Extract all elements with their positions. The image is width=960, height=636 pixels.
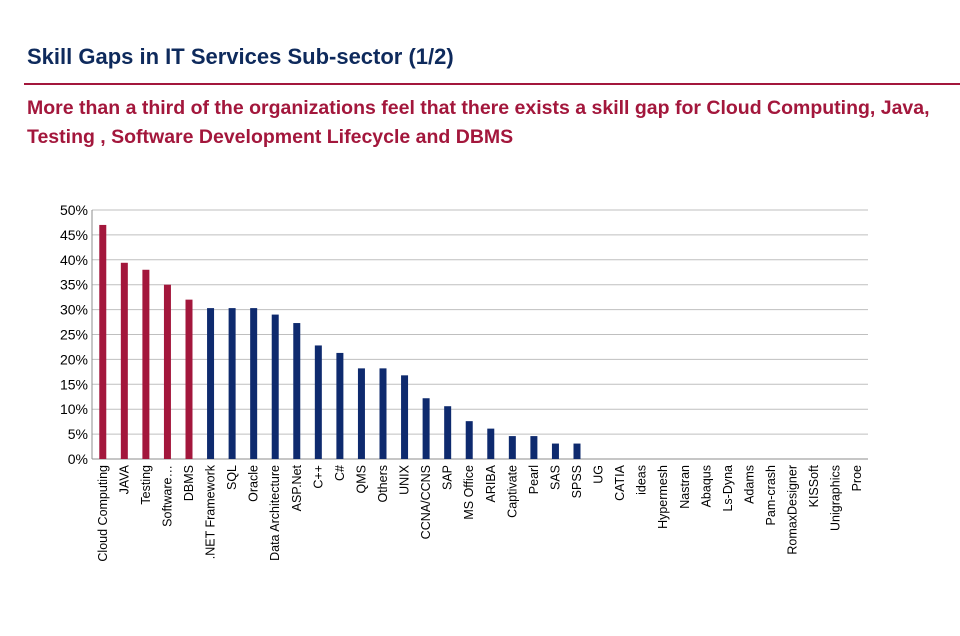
x-tick-label: DBMS (182, 465, 196, 501)
bar (444, 406, 452, 459)
x-tick-label: Software… (160, 465, 174, 527)
x-tick-label: CCNA/CCNS (419, 465, 433, 539)
x-tick-label: SPSS (570, 465, 584, 498)
x-tick-label: JAVA (117, 464, 131, 494)
bar (250, 308, 258, 459)
y-tick-label: 15% (60, 376, 88, 392)
y-tick-label: 30% (60, 302, 88, 318)
x-tick-label: MS Office (462, 465, 476, 520)
bar (99, 224, 107, 459)
bar (142, 269, 150, 459)
y-tick-label: 5% (68, 426, 88, 442)
bar (163, 284, 171, 459)
bar (185, 299, 193, 459)
x-tick-label: RomaxDesigner (786, 465, 800, 555)
y-tick-label: 25% (60, 327, 88, 343)
y-tick-label: 45% (60, 227, 88, 243)
bar (573, 443, 581, 459)
x-tick-label: Adams (742, 465, 756, 504)
x-tick-label: C# (333, 465, 347, 481)
x-tick-label: KISSoft (807, 464, 821, 507)
bar (357, 368, 365, 459)
y-tick-label: 0% (68, 451, 88, 467)
bar (336, 352, 344, 459)
x-tick-label: Hypermesh (656, 465, 670, 529)
y-tick-label: 50% (60, 202, 88, 218)
x-tick-label: Abaqus (699, 465, 713, 507)
x-tick-label: ARIBA (484, 464, 498, 502)
x-tick-label: Pam-crash (764, 465, 778, 525)
page-subtitle: More than a third of the organizations f… (27, 97, 930, 148)
bar (228, 308, 236, 459)
x-tick-label: CATIA (613, 464, 627, 501)
x-tick-label: UG (592, 465, 606, 484)
bar (379, 368, 387, 459)
x-tick-label: Pearl (527, 465, 541, 494)
title-divider (24, 83, 960, 85)
bar (487, 428, 495, 459)
x-tick-label: Proe (850, 465, 864, 491)
x-tick-label: ideas (635, 465, 649, 495)
x-tick-label: SQL (225, 465, 239, 490)
bar (530, 436, 538, 459)
bar (120, 262, 128, 459)
bar (401, 375, 409, 459)
bar (314, 345, 322, 459)
x-tick-label: Data Architecture (268, 465, 282, 561)
y-tick-label: 40% (60, 252, 88, 268)
x-tick-label: UNIX (398, 464, 412, 495)
page-title: Skill Gaps in IT Services Sub-sector (1/… (27, 44, 454, 69)
x-tick-label: Testing (139, 465, 153, 505)
x-tick-label: Captivate (505, 465, 519, 518)
bar (551, 443, 559, 459)
bar (271, 314, 279, 459)
bar (508, 436, 516, 459)
x-tick-label: Ls-Dyna (721, 465, 735, 512)
x-tick-label: Cloud Computing (96, 465, 110, 562)
y-tick-label: 10% (60, 401, 88, 417)
y-tick-label: 35% (60, 277, 88, 293)
x-tick-label: Oracle (247, 465, 261, 502)
x-tick-label: SAS (548, 465, 562, 490)
bar (293, 323, 301, 459)
y-tick-label: 20% (60, 351, 88, 367)
x-tick-label: SAP (441, 465, 455, 490)
x-tick-label: .NET Framework (204, 464, 218, 559)
bar (207, 308, 215, 459)
x-tick-label: Nastran (678, 465, 692, 509)
bar (422, 398, 430, 459)
x-tick-label: QMS (354, 465, 368, 493)
x-tick-label: Others (376, 465, 390, 503)
x-tick-label: C++ (311, 465, 325, 489)
x-tick-label: Unigraphics (829, 465, 843, 531)
bar (465, 421, 473, 459)
x-tick-label: ASP.Net (290, 464, 304, 511)
